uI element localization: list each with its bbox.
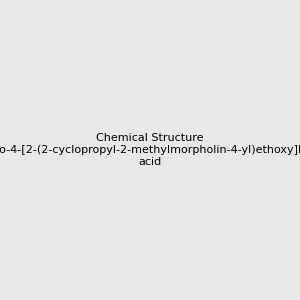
Text: Chemical Structure
3-Chloro-4-[2-(2-cyclopropyl-2-methylmorpholin-4-yl)ethoxy]be: Chemical Structure 3-Chloro-4-[2-(2-cycl… <box>0 134 300 166</box>
